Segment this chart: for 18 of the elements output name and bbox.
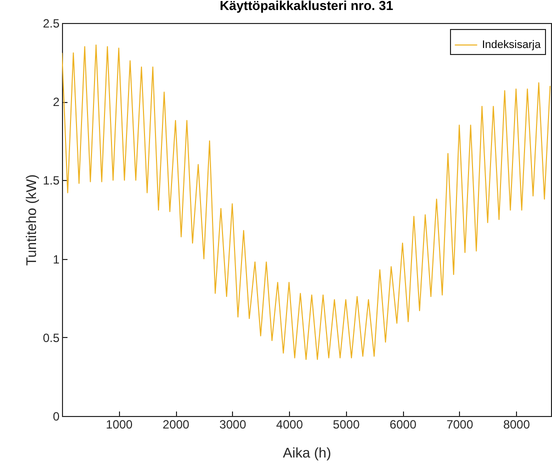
x-tick-label: 8000: [503, 418, 530, 432]
y-tick-label: 1: [52, 252, 60, 266]
y-tick-label: 2: [52, 95, 60, 110]
y-tick-label: 2.5: [42, 16, 60, 30]
x-tick-label: 2000: [162, 418, 190, 432]
chart-title: Käyttöpaikkaklusteri nro. 31: [220, 0, 394, 13]
x-tick-label: 6000: [390, 418, 417, 432]
x-tick-label: 1000: [106, 418, 133, 432]
y-tick-label: 1.5: [42, 174, 60, 188]
x-tick-label: 3000: [219, 418, 246, 432]
x-axis-title: Aika (h): [282, 444, 332, 460]
y-tick-label: 0.5: [42, 330, 60, 345]
x-tick-label: 4000: [276, 418, 304, 432]
y-axis-title: Tuntiteho (kW): [22, 174, 39, 266]
legend-label: Indeksisarja: [482, 39, 542, 51]
x-tick-label: 5000: [332, 418, 360, 432]
x-tick-label: 7000: [446, 418, 474, 432]
y-tick-label: 0: [52, 410, 60, 424]
